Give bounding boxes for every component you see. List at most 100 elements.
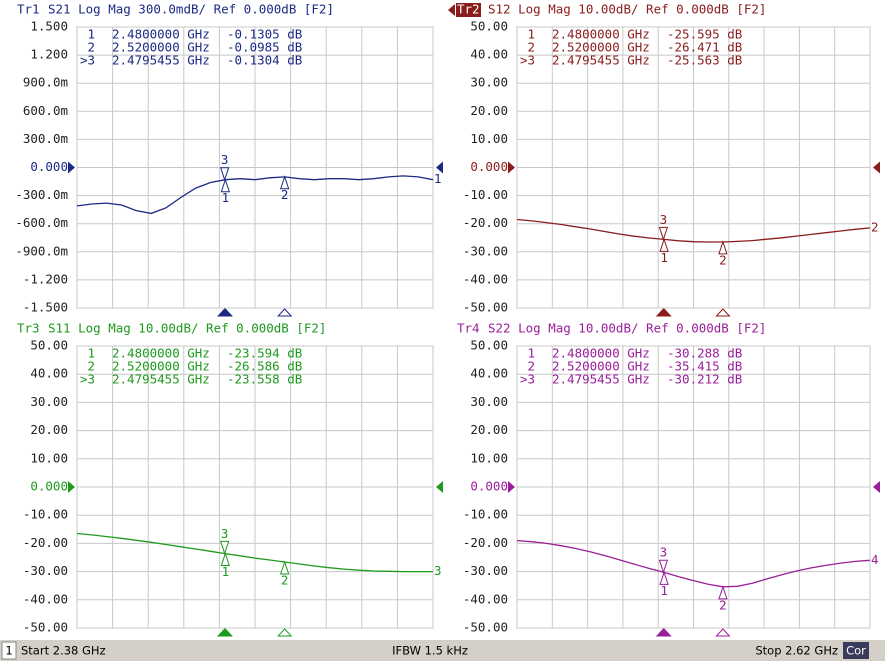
trace-title: S12 Log Mag 10.00dB/ Ref 0.000dB [F2]: [488, 2, 766, 17]
y-tick-label: -20.00: [463, 535, 508, 550]
y-tick-label: 0.000: [30, 159, 68, 174]
marker-frequency: 2.5200000 GHz: [552, 359, 650, 374]
marker-value: -25.563 dB: [667, 53, 742, 68]
ref-marker: [508, 161, 515, 174]
active-trace-box: [456, 3, 481, 17]
trace-number: 3: [434, 563, 442, 578]
marker-frequency: 2.4800000 GHz: [112, 346, 210, 361]
trace-line: [516, 539, 871, 588]
marker-row-label: 2: [87, 359, 95, 374]
y-tick-label: -30.00: [463, 563, 508, 578]
marker: [658, 559, 669, 574]
correction: Cor: [846, 644, 866, 658]
y-tick-label: -10.00: [463, 507, 508, 522]
trace-title: S21 Log Mag 300.0mdB/ Ref 0.000dB [F2]: [48, 2, 334, 17]
marker-frequency: 2.4800000 GHz: [552, 346, 650, 361]
marker-number: 3: [660, 545, 668, 560]
y-tick-label: 1.200: [30, 47, 68, 62]
trace-title: S22 Log Mag 10.00dB/ Ref 0.000dB [F2]: [488, 321, 766, 336]
marker-number: 1: [660, 583, 668, 598]
y-tick-label: 300.0m: [23, 131, 68, 146]
marker-axis-indicator: [277, 308, 293, 317]
y-tick-label: 10.00: [470, 131, 508, 146]
y-tick-label: -50.00: [463, 620, 508, 635]
y-tick-label: 20.00: [470, 103, 508, 118]
marker-value: -26.586 dB: [227, 359, 302, 374]
y-tick-label: 50.00: [470, 338, 508, 353]
y-tick-label: 10.00: [30, 450, 68, 465]
y-tick-label: 20.00: [470, 422, 508, 437]
correction-box: [843, 642, 869, 659]
marker-axis-indicator: [655, 628, 672, 637]
ref-marker: [873, 481, 880, 493]
marker-value: -35.415 dB: [667, 359, 742, 374]
marker-frequency: 2.4795455 GHz: [112, 53, 210, 68]
ref-marker: [436, 161, 443, 174]
stop-frequency: Stop 2.62 GHz: [755, 644, 838, 658]
marker-number: 2: [281, 187, 289, 202]
marker: [659, 237, 669, 252]
marker-axis-indicator: [655, 308, 672, 317]
marker-row-label: 1: [87, 346, 95, 361]
y-tick-label: 600.0m: [23, 103, 68, 118]
marker-row-label: >3: [520, 53, 535, 68]
marker-frequency: 2.4800000 GHz: [112, 27, 210, 42]
trace-number: 1: [434, 171, 442, 186]
y-tick-label: 40.00: [30, 366, 68, 381]
marker-value: -0.0985 dB: [227, 40, 302, 55]
y-tick-label: 10.00: [470, 450, 508, 465]
trace-line: [76, 175, 434, 215]
marker-value: -23.594 dB: [227, 346, 302, 361]
y-tick-label: 30.00: [470, 75, 508, 90]
channel-box: [1, 641, 17, 660]
marker-frequency: 2.4800000 GHz: [552, 27, 650, 42]
marker-frequency: 2.5200000 GHz: [552, 40, 650, 55]
y-tick-label: -1.200: [23, 271, 68, 286]
marker-frequency: 2.5200000 GHz: [112, 359, 210, 374]
marker-row-label: 2: [527, 40, 535, 55]
marker: [658, 226, 669, 241]
y-tick-label: 0.000: [30, 479, 68, 494]
marker-value: -23.558 dB: [227, 372, 302, 387]
marker-frequency: 2.4795455 GHz: [552, 53, 650, 68]
marker-row-label: >3: [520, 372, 535, 387]
marker-row-label: 1: [87, 27, 95, 42]
marker: [718, 585, 728, 600]
y-tick-label: -40.00: [463, 271, 508, 286]
y-tick-label: 40.00: [470, 366, 508, 381]
trace-number: 4: [871, 552, 879, 567]
marker-row-label: >3: [80, 372, 95, 387]
trace-line: [516, 218, 871, 243]
marker-value: -30.288 dB: [667, 346, 742, 361]
marker-row-label: 1: [527, 27, 535, 42]
channel-number: 1: [5, 644, 12, 658]
y-tick-label: -50.00: [463, 300, 508, 315]
marker-value: -26.471 dB: [667, 40, 742, 55]
y-tick-label: 40.00: [470, 47, 508, 62]
y-tick-label: -900.0m: [15, 243, 68, 258]
y-tick-label: -10.00: [23, 507, 68, 522]
marker-axis-indicator: [217, 628, 233, 637]
marker-number: 1: [222, 190, 230, 205]
marker-number: 3: [221, 152, 229, 167]
y-tick-label: -30.00: [463, 243, 508, 258]
marker-value: -0.1305 dB: [227, 27, 302, 42]
marker: [219, 167, 230, 182]
status-bar: [0, 640, 885, 661]
y-tick-label: 1.500: [30, 19, 68, 34]
marker-axis-indicator: [277, 628, 293, 637]
trace-name: Tr3: [17, 321, 40, 336]
ref-marker: [68, 481, 75, 493]
y-tick-label: -600.0m: [15, 215, 68, 230]
marker-row-label: 2: [87, 40, 95, 55]
trace-name: Tr2: [457, 2, 480, 17]
ifbw: IFBW 1.5 kHz: [392, 644, 468, 658]
y-tick-label: -20.00: [463, 215, 508, 230]
y-tick-label: 20.00: [30, 422, 68, 437]
trace-number: 2: [871, 219, 879, 234]
marker-number: 3: [221, 526, 229, 541]
y-tick-label: 30.00: [30, 394, 68, 409]
marker: [279, 560, 290, 575]
